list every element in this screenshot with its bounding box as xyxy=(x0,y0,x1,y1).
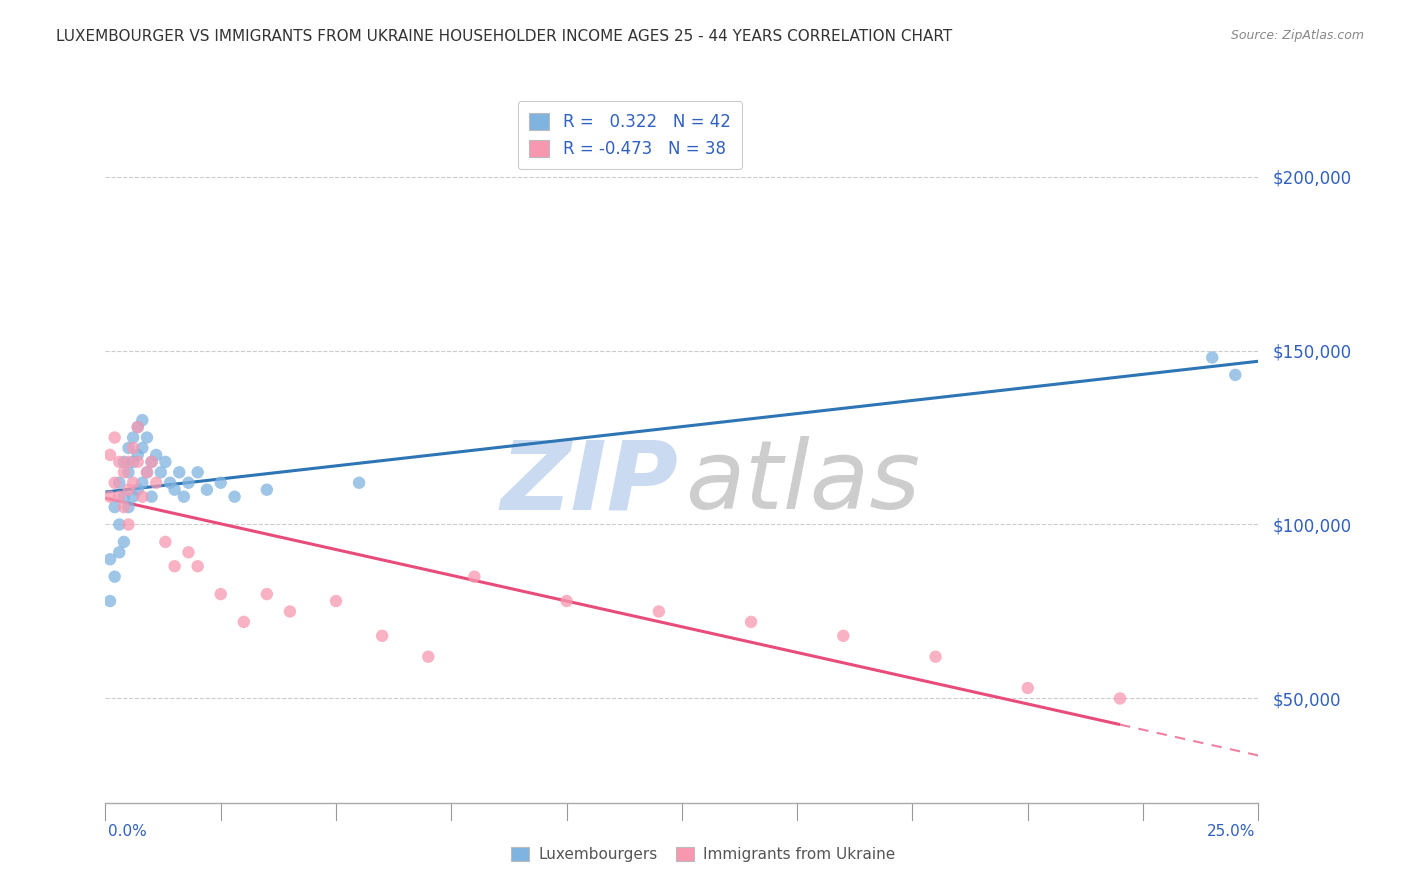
Point xyxy=(187,559,209,574)
Point xyxy=(108,475,131,490)
Point xyxy=(832,629,855,643)
Text: ZIP: ZIP xyxy=(501,436,679,529)
Point xyxy=(127,448,149,462)
Point xyxy=(112,500,135,514)
Point xyxy=(136,466,159,480)
Point xyxy=(108,517,131,532)
Point xyxy=(104,500,127,514)
Point xyxy=(278,605,301,619)
Point xyxy=(209,587,232,601)
Point xyxy=(127,455,149,469)
Point xyxy=(145,448,167,462)
Point xyxy=(648,605,671,619)
Point xyxy=(122,490,145,504)
Point xyxy=(177,475,200,490)
Point xyxy=(195,483,218,497)
Point xyxy=(141,490,163,504)
Point xyxy=(325,594,347,608)
Point xyxy=(555,594,578,608)
Point xyxy=(149,466,172,480)
Point xyxy=(104,475,127,490)
Point xyxy=(98,448,121,462)
Text: atlas: atlas xyxy=(685,436,921,529)
Point xyxy=(131,475,153,490)
Legend: Luxembourgers, Immigrants from Ukraine: Luxembourgers, Immigrants from Ukraine xyxy=(505,841,901,868)
Point xyxy=(232,615,254,629)
Point xyxy=(371,629,394,643)
Point xyxy=(924,649,946,664)
Point xyxy=(122,475,145,490)
Point xyxy=(131,441,153,455)
Point xyxy=(131,413,153,427)
Point xyxy=(104,570,127,584)
Point xyxy=(112,490,135,504)
Point xyxy=(117,500,139,514)
Point xyxy=(98,490,121,504)
Text: LUXEMBOURGER VS IMMIGRANTS FROM UKRAINE HOUSEHOLDER INCOME AGES 25 - 44 YEARS CO: LUXEMBOURGER VS IMMIGRANTS FROM UKRAINE … xyxy=(56,29,952,44)
Text: 25.0%: 25.0% xyxy=(1208,824,1256,838)
Point xyxy=(209,475,232,490)
Point xyxy=(145,475,167,490)
Point xyxy=(1201,351,1223,365)
Point xyxy=(122,441,145,455)
Point xyxy=(256,483,278,497)
Legend: R =   0.322   N = 42, R = -0.473   N = 38: R = 0.322 N = 42, R = -0.473 N = 38 xyxy=(517,102,742,169)
Point xyxy=(163,559,186,574)
Point xyxy=(155,534,177,549)
Point xyxy=(112,534,135,549)
Text: Source: ZipAtlas.com: Source: ZipAtlas.com xyxy=(1230,29,1364,42)
Point xyxy=(187,466,209,480)
Point xyxy=(117,466,139,480)
Point xyxy=(163,483,186,497)
Point xyxy=(127,420,149,434)
Point xyxy=(117,455,139,469)
Point xyxy=(104,430,127,444)
Point xyxy=(131,490,153,504)
Point xyxy=(1017,681,1039,695)
Point xyxy=(177,545,200,559)
Point xyxy=(108,545,131,559)
Point xyxy=(173,490,195,504)
Point xyxy=(256,587,278,601)
Point xyxy=(108,490,131,504)
Point xyxy=(127,420,149,434)
Point xyxy=(136,430,159,444)
Point xyxy=(418,649,440,664)
Point xyxy=(347,475,370,490)
Text: 0.0%: 0.0% xyxy=(108,824,148,838)
Point xyxy=(141,455,163,469)
Point xyxy=(122,455,145,469)
Point xyxy=(112,466,135,480)
Point xyxy=(136,466,159,480)
Point xyxy=(159,475,181,490)
Point xyxy=(98,552,121,566)
Point xyxy=(117,441,139,455)
Point xyxy=(463,570,485,584)
Point xyxy=(122,430,145,444)
Point xyxy=(117,483,139,497)
Point xyxy=(1225,368,1247,382)
Point xyxy=(117,517,139,532)
Point xyxy=(224,490,246,504)
Point xyxy=(167,466,190,480)
Point xyxy=(112,455,135,469)
Point xyxy=(108,455,131,469)
Point xyxy=(141,455,163,469)
Point xyxy=(127,483,149,497)
Point xyxy=(1109,691,1132,706)
Point xyxy=(740,615,762,629)
Point xyxy=(155,455,177,469)
Point xyxy=(98,594,121,608)
